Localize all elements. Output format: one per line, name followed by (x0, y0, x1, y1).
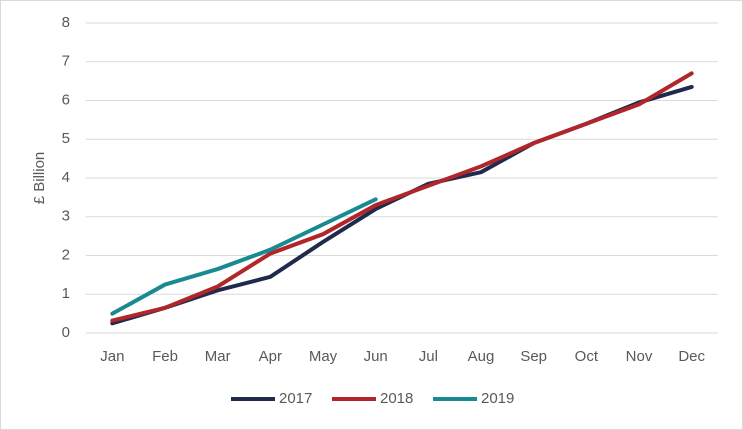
x-tick-label: Aug (468, 348, 495, 365)
x-tick-label: May (309, 348, 338, 365)
y-tick-label: 4 (62, 169, 70, 186)
y-tick-label: 7 (62, 53, 70, 70)
y-tick-label: 8 (62, 14, 70, 31)
legend-label: 2018 (380, 390, 413, 407)
x-tick-label: Apr (259, 348, 282, 365)
y-tick-label: 2 (62, 246, 70, 263)
x-tick-label: Nov (626, 348, 653, 365)
x-tick-label: Oct (575, 348, 599, 365)
y-tick-label: 3 (62, 208, 70, 225)
x-tick-label: Mar (205, 348, 231, 365)
y-axis-label: £ Billion (31, 152, 48, 205)
x-tick-label: Jul (419, 348, 438, 365)
legend-label: 2017 (279, 390, 312, 407)
legend-label: 2019 (481, 390, 514, 407)
y-tick-label: 0 (62, 324, 70, 341)
series-line (110, 197, 378, 316)
x-tick-label: Jan (100, 348, 124, 365)
y-tick-label: 1 (62, 285, 70, 302)
x-tick-label: Jun (364, 348, 388, 365)
y-tick-label: 5 (62, 130, 70, 147)
series-line (110, 71, 694, 323)
x-tick-label: Feb (152, 348, 178, 365)
x-tick-label: Sep (520, 348, 547, 365)
y-tick-label: 6 (62, 91, 70, 108)
x-tick-label: Dec (678, 348, 705, 365)
